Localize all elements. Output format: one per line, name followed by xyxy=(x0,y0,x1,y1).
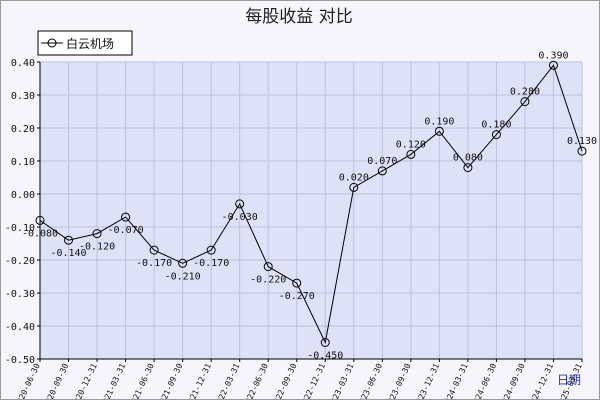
x-tick-label: 2023-06-30 xyxy=(356,362,385,399)
legend-label: 白云机场 xyxy=(66,36,114,51)
x-tick-label: 2023-12-31 xyxy=(413,362,442,399)
data-label: -0.450 xyxy=(307,351,343,362)
data-label: -0.070 xyxy=(108,225,144,236)
data-label: 0.180 xyxy=(481,120,511,131)
data-label: 0.020 xyxy=(339,172,369,183)
data-point xyxy=(263,262,273,272)
y-tick-label: -0.20 xyxy=(5,256,35,267)
data-point xyxy=(406,149,416,159)
data-label: -0.140 xyxy=(50,248,86,259)
series-line xyxy=(39,64,583,345)
data-point xyxy=(292,278,302,288)
plot-area xyxy=(40,62,582,359)
data-label: 0.190 xyxy=(424,116,454,127)
y-tick-label: 0.20 xyxy=(11,124,35,135)
x-tick-label: 2022-12-31 xyxy=(299,362,328,399)
y-tick-label: 0.00 xyxy=(11,190,35,201)
data-label: 0.080 xyxy=(453,153,483,164)
data-point xyxy=(520,97,530,107)
x-tick-label: 2020-06-30 xyxy=(13,362,42,399)
data-point xyxy=(434,126,444,136)
x-tick-label: 2021-12-31 xyxy=(184,362,213,399)
data-point xyxy=(235,199,245,209)
legend: 白云机场 xyxy=(37,30,133,56)
x-tick-label: 2024-03-31 xyxy=(441,362,470,399)
data-point xyxy=(463,163,473,173)
data-point xyxy=(64,235,74,245)
x-tick-label: 2024-12-31 xyxy=(527,362,556,399)
x-tick-label: 2022-06-30 xyxy=(242,362,271,399)
x-axis: 2020-06-30 2020-09-30 2020-12-31 2021-03-31… xyxy=(13,358,584,399)
data-label: 0.130 xyxy=(567,136,597,147)
x-tick-label: 2024-09-30 xyxy=(498,362,527,399)
x-tick-label: 2022-09-30 xyxy=(270,362,299,399)
x-tick-label: 2023-09-30 xyxy=(384,362,413,399)
data-point xyxy=(206,245,216,255)
data-point xyxy=(35,215,45,225)
data-point xyxy=(320,338,330,347)
data-point xyxy=(491,130,501,140)
data-point xyxy=(349,182,359,192)
x-tick-label: 2020-12-31 xyxy=(70,362,99,399)
series-layer: -0.080 -0.140-0.120 -0.070 -0.170 -0.210 -0.1… xyxy=(22,50,597,361)
legend-marker-icon xyxy=(47,38,57,48)
y-tick-label: 0.30 xyxy=(11,91,35,102)
x-tick-label: 2021-09-30 xyxy=(156,362,185,399)
data-point xyxy=(577,146,587,156)
y-tick-label: 0.10 xyxy=(11,157,35,168)
x-tick-label: 2023-03-31 xyxy=(327,362,356,399)
x-axis-title: 日期 xyxy=(557,373,581,387)
data-point xyxy=(548,60,558,70)
data-point xyxy=(121,212,131,222)
data-point xyxy=(149,245,159,255)
x-tick-label: 2024-06-30 xyxy=(470,362,499,399)
data-label: 0.120 xyxy=(396,139,426,150)
data-label: 0.070 xyxy=(367,156,397,167)
y-tick-label: -0.50 xyxy=(5,355,35,366)
data-label: -0.210 xyxy=(165,271,201,282)
x-tick-label: 2021-06-30 xyxy=(127,362,156,399)
y-tick-label: 0.40 xyxy=(11,58,35,69)
y-axis: 0.40 0.30 0.20 0.10 0.00 -0.10 -0.20 -0.30 -0.40… xyxy=(5,58,41,366)
data-label: -0.170 xyxy=(136,258,172,269)
data-point xyxy=(92,229,102,239)
data-label: -0.170 xyxy=(193,258,229,269)
data-label: -0.120 xyxy=(79,242,115,253)
y-tick-label: -0.10 xyxy=(5,223,35,234)
x-tick-label: 2021-03-31 xyxy=(99,362,128,399)
data-point xyxy=(377,166,387,176)
y-tick-label: -0.40 xyxy=(5,322,35,333)
data-label: 0.390 xyxy=(538,50,568,61)
data-label: -0.080 xyxy=(22,228,58,239)
x-tick-label: 2022-03-31 xyxy=(213,362,242,399)
data-label: -0.030 xyxy=(222,212,258,223)
data-point xyxy=(178,258,188,268)
grid-lines xyxy=(39,61,583,360)
x-tick-label: 2020-09-30 xyxy=(42,362,71,399)
data-label: -0.220 xyxy=(250,275,286,286)
chart-title: 每股收益 对比 xyxy=(245,7,352,27)
data-label: -0.270 xyxy=(279,291,315,302)
data-label: 0.280 xyxy=(510,87,540,98)
y-tick-label: -0.30 xyxy=(5,289,35,300)
